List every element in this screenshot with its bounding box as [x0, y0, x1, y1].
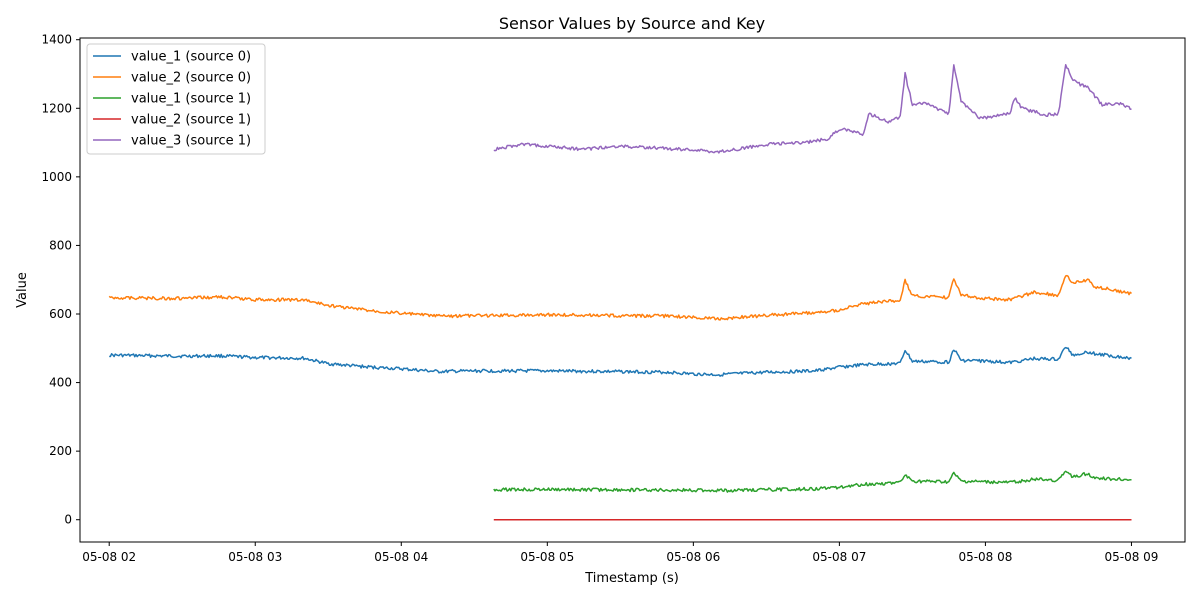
series-line-5 [493, 63, 1132, 154]
legend-label: value_1 (source 1) [131, 92, 251, 107]
y-tick-label: 800 [49, 238, 72, 252]
series-line-2 [108, 274, 1132, 321]
y-axis: 0 200 400 600 800 1000 1200 1400 [41, 33, 80, 527]
y-tick-label: 400 [49, 376, 72, 390]
legend-label: value_2 (source 0) [131, 71, 251, 86]
x-axis-label: Timestamp (s) [584, 571, 679, 586]
series-line-1 [109, 346, 1132, 377]
x-tick-label: 05-08 02 [82, 550, 136, 564]
legend-label: value_2 (source 1) [131, 113, 251, 128]
x-tick-label: 05-08 03 [228, 550, 282, 564]
y-tick-label: 1200 [41, 101, 72, 115]
y-tick-label: 200 [49, 444, 72, 458]
y-tick-label: 1400 [41, 33, 72, 47]
x-tick-label: 05-08 04 [374, 550, 428, 564]
legend-label: value_1 (source 0) [131, 50, 251, 65]
plot-frame [79, 37, 1186, 543]
legend-frame [86, 43, 266, 155]
legend: value_1 (source 0) value_2 (source 0) valu… [86, 43, 266, 155]
x-tick-label: 05-08 06 [666, 550, 720, 564]
series-line-3 [493, 470, 1132, 493]
x-tick-label: 05-08 07 [812, 550, 866, 564]
x-tick-label: 05-08 08 [958, 550, 1012, 564]
plot-area [108, 63, 1132, 521]
y-axis-label: Value [15, 272, 30, 308]
y-tick-label: 600 [49, 307, 72, 321]
x-tick-label: 05-08 09 [1104, 550, 1158, 564]
legend-label: value_3 (source 1) [131, 134, 251, 149]
chart-title: Sensor Values by Source and Key [499, 14, 765, 33]
y-tick-label: 0 [64, 513, 72, 527]
x-axis: 05-08 02 05-08 03 05-08 04 05-08 05 05-08 06… [82, 542, 1158, 564]
y-tick-label: 1000 [41, 170, 72, 184]
x-tick-label: 05-08 05 [520, 550, 574, 564]
